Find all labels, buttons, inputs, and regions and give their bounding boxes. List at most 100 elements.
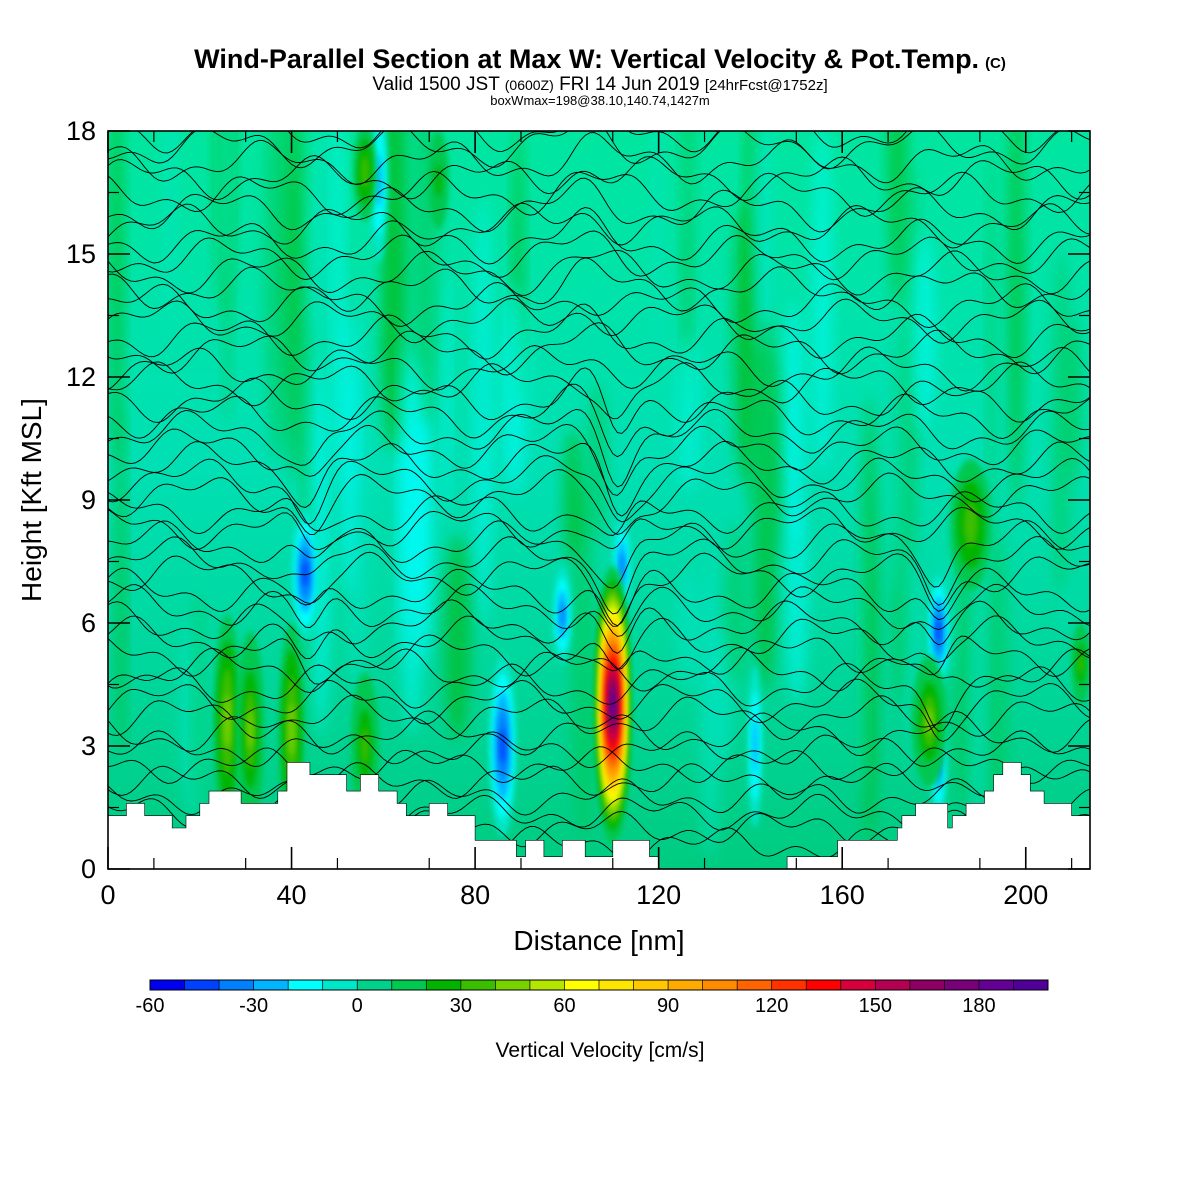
potential-temperature-contours <box>108 131 1090 864</box>
velocity-streak <box>332 131 345 485</box>
velocity-streak <box>501 285 527 495</box>
updraft-cell <box>288 702 295 757</box>
theta-contour <box>108 678 1090 742</box>
updraft-cell <box>223 694 231 749</box>
colorbar-tick-label: 0 <box>352 995 363 1017</box>
velocity-streak <box>709 625 735 762</box>
theta-contour <box>108 469 1090 536</box>
velocity-streak <box>1008 131 1025 508</box>
updraft-cell <box>247 709 254 750</box>
theta-contour <box>108 520 1090 589</box>
y-tick-label: 6 <box>81 608 96 638</box>
colorbar-swatch <box>150 980 186 990</box>
chart-subtitle: Valid 1500 JST (0600Z) FRI 14 Jun 2019 [… <box>0 74 1200 96</box>
colorbar-swatch <box>978 980 1014 990</box>
colorbar-swatch <box>909 980 945 990</box>
colorbar: -60 -30 0 30 60 90 120 150 180 <box>136 979 1049 1017</box>
theta-contour <box>108 551 1090 627</box>
colorbar-swatch <box>495 980 531 990</box>
colorbar-swatch <box>668 980 704 990</box>
velocity-streak <box>407 363 423 627</box>
updraft-cell <box>435 163 442 197</box>
x-axis-label: Distance [nm] <box>513 925 684 956</box>
velocity-streak <box>726 524 746 686</box>
theta-contour <box>108 646 1090 693</box>
theta-contour <box>108 177 1090 233</box>
x-tick-label: 200 <box>1003 880 1048 910</box>
downdraft-cell <box>375 152 382 208</box>
theta-contour <box>108 634 1090 685</box>
y-tick-label: 0 <box>81 854 96 884</box>
theta-contour <box>108 491 1090 536</box>
updraft-cell <box>361 727 369 765</box>
colorbar-label: Vertical Velocity [cm/s] <box>496 1039 705 1062</box>
colorbar-swatch <box>806 980 842 990</box>
velocity-streak <box>398 327 408 664</box>
theta-contour <box>108 345 1090 392</box>
updraft-cell <box>1078 653 1084 675</box>
colorbar-tick-label: 90 <box>657 995 679 1017</box>
colorbar-swatch <box>633 980 669 990</box>
valid-date: FRI 14 Jun 2019 <box>559 74 700 95</box>
chart-title: Wind-Parallel Section at Max W: Vertical… <box>194 44 1006 74</box>
velocity-streak <box>676 567 702 693</box>
theta-contour <box>108 383 1090 458</box>
downdraft-cell <box>559 602 565 628</box>
theta-contour <box>108 694 1090 741</box>
theta-contour <box>108 662 1090 732</box>
velocity-streak <box>783 301 804 538</box>
velocity-streak <box>115 402 126 755</box>
velocity-streak <box>341 309 356 595</box>
velocity-streak <box>475 311 487 453</box>
velocity-streak <box>1062 317 1084 485</box>
downdraft-cell <box>499 727 506 765</box>
velocity-streak <box>109 131 124 463</box>
theta-contour <box>108 440 1090 517</box>
forecast-info: [24hrFcst@1752z] <box>704 77 828 94</box>
x-tick-label: 120 <box>636 880 681 910</box>
x-tick-label: 40 <box>277 880 307 910</box>
x-tick-label: 0 <box>100 880 115 910</box>
colorbar-swatch <box>771 980 807 990</box>
colorbar-swatch <box>184 980 220 990</box>
colorbar-swatch <box>253 980 289 990</box>
theta-contour <box>108 257 1090 312</box>
theta-contour <box>108 455 1090 525</box>
updraft-cell <box>963 502 978 547</box>
terrain <box>108 762 1090 869</box>
theta-contour <box>108 230 1090 281</box>
velocity-streak <box>220 131 231 300</box>
colorbar-swatch <box>391 980 427 990</box>
box-max-info: boxWmax=198@38.10,140.74,1427m <box>490 93 710 108</box>
theta-contour <box>108 282 1090 328</box>
colorbar-tick-label: 120 <box>755 995 788 1017</box>
velocity-streak <box>887 131 907 309</box>
velocity-streak <box>971 589 984 845</box>
valid-time: Valid 1500 JST <box>372 74 500 95</box>
theta-contour <box>108 170 1090 217</box>
theta-contour <box>108 710 1090 757</box>
downdraft-cell <box>936 619 941 643</box>
theta-contour <box>108 730 1090 769</box>
downdraft-cell <box>302 560 309 587</box>
theta-contour <box>108 408 1090 488</box>
colorbar-swatch <box>702 980 738 990</box>
downdraft-cell <box>619 553 625 578</box>
theta-contour <box>108 202 1090 249</box>
y-tick-label: 15 <box>66 239 96 269</box>
velocity-streak <box>192 592 204 809</box>
theta-contour <box>108 583 1090 637</box>
x-tick-label: 80 <box>460 880 490 910</box>
colorbar-swatch <box>288 980 324 990</box>
y-axis-label: Height [Kft MSL] <box>16 398 47 602</box>
colorbar-tick-label: -30 <box>239 995 268 1017</box>
axes: 0 40 80 120 160 200 0 3 6 9 12 15 18 <box>66 116 1090 910</box>
utc-time: (0600Z) <box>504 77 554 93</box>
velocity-streak <box>861 395 878 844</box>
y-tick-label: 12 <box>66 362 96 392</box>
theta-contour <box>108 746 1090 784</box>
velocity-streak <box>678 340 698 490</box>
velocity-streak <box>754 131 772 349</box>
colorbar-swatch <box>322 980 358 990</box>
theta-contour <box>108 303 1090 360</box>
